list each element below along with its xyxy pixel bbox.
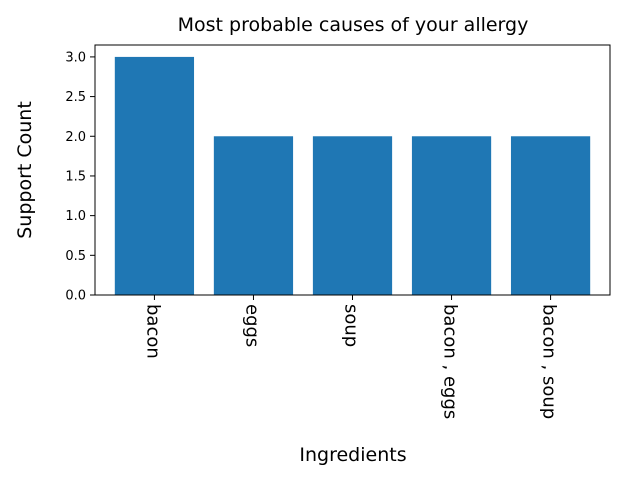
x-axis-ticks: bacon eggs soup bacon , eggs bacon , soup <box>142 295 560 419</box>
bar-eggs <box>213 136 294 295</box>
x-tick-label: soup <box>341 304 362 347</box>
plot-area-frame <box>94 44 611 296</box>
x-tick-label: bacon <box>142 304 163 359</box>
chart-title: Most probable causes of your allergy <box>178 14 529 36</box>
y-axis-title: Support Count <box>14 101 36 239</box>
x-tick-label: bacon , soup <box>539 304 560 419</box>
x-axis-title: Ingredients <box>299 444 406 466</box>
x-tick-label: bacon , eggs <box>440 304 461 419</box>
y-tick-label: 1.0 <box>65 209 86 224</box>
bar-soup <box>312 136 393 295</box>
y-tick-label: 3.0 <box>65 50 86 65</box>
bar-bacon <box>114 56 195 296</box>
y-tick-label: 0.0 <box>65 289 86 304</box>
bars-group <box>114 56 591 296</box>
y-tick-label: 1.5 <box>65 169 86 184</box>
x-tick-label: eggs <box>241 304 262 347</box>
bar-bacon-eggs <box>411 136 492 295</box>
y-axis-ticks: 0.0 0.5 1.0 1.5 2.0 2.5 3.0 <box>65 50 95 304</box>
y-tick-label: 2.5 <box>65 90 86 105</box>
y-tick-label: 0.5 <box>65 249 86 264</box>
y-tick-label: 2.0 <box>65 130 86 145</box>
bar-bacon-soup <box>510 136 591 295</box>
